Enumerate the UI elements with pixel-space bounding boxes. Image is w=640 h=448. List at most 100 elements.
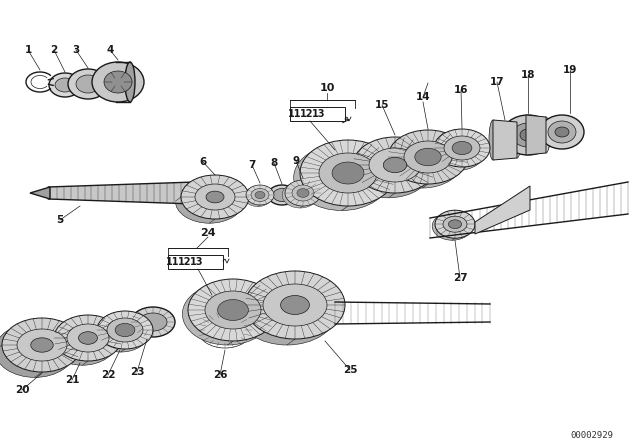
Text: 15: 15 [375,100,389,110]
Ellipse shape [205,291,261,329]
Ellipse shape [443,216,467,232]
Text: 3: 3 [72,45,79,55]
Ellipse shape [125,62,135,102]
Polygon shape [493,120,517,160]
Text: 27: 27 [452,273,467,283]
Ellipse shape [139,313,167,331]
Ellipse shape [107,318,143,342]
Ellipse shape [369,148,421,182]
Ellipse shape [319,153,377,193]
Ellipse shape [388,130,468,184]
Ellipse shape [206,191,224,203]
Ellipse shape [280,296,309,314]
Ellipse shape [188,279,278,341]
Ellipse shape [353,137,437,193]
Ellipse shape [97,311,153,349]
Ellipse shape [115,323,135,336]
Ellipse shape [347,142,431,198]
Text: 1: 1 [24,45,31,55]
Text: 16: 16 [454,85,468,95]
Ellipse shape [245,271,345,339]
Ellipse shape [404,141,452,173]
Ellipse shape [182,283,273,345]
Ellipse shape [49,319,116,365]
Ellipse shape [548,121,576,143]
Ellipse shape [332,162,364,184]
Text: 7: 7 [248,160,256,170]
Text: 13: 13 [190,257,204,267]
Text: 24: 24 [200,228,216,238]
Ellipse shape [513,122,521,158]
Ellipse shape [415,148,441,166]
Text: 22: 22 [100,370,115,380]
Ellipse shape [555,127,569,137]
Ellipse shape [540,115,584,149]
Ellipse shape [181,175,249,219]
Text: 9: 9 [292,156,300,166]
Ellipse shape [383,134,463,188]
Text: 4: 4 [106,45,114,55]
Text: 6: 6 [200,157,207,167]
Ellipse shape [383,157,406,172]
Text: 21: 21 [65,375,79,385]
Ellipse shape [251,189,269,202]
Ellipse shape [336,165,360,181]
Ellipse shape [49,73,81,97]
Ellipse shape [2,318,82,372]
Ellipse shape [131,307,175,337]
Ellipse shape [214,297,252,323]
Ellipse shape [429,133,485,171]
Ellipse shape [255,191,265,198]
Text: 18: 18 [521,70,535,80]
Ellipse shape [54,315,122,361]
Ellipse shape [31,338,53,352]
Ellipse shape [67,324,109,352]
Ellipse shape [55,78,75,92]
Ellipse shape [285,180,321,206]
Text: 23: 23 [130,367,144,377]
Ellipse shape [512,123,544,147]
Ellipse shape [246,185,274,205]
Ellipse shape [292,185,314,201]
Ellipse shape [328,159,368,187]
Ellipse shape [300,140,396,206]
Ellipse shape [294,145,390,211]
Text: 11: 11 [166,257,180,267]
Ellipse shape [273,189,291,202]
Ellipse shape [297,189,309,198]
Text: 13: 13 [312,109,326,119]
Ellipse shape [92,62,144,102]
Polygon shape [475,186,530,234]
Ellipse shape [175,179,243,223]
Ellipse shape [434,129,490,167]
Ellipse shape [489,120,497,160]
Ellipse shape [237,277,337,345]
Ellipse shape [79,332,97,345]
Ellipse shape [17,329,67,361]
Ellipse shape [104,71,132,93]
Text: 2: 2 [51,45,58,55]
Ellipse shape [76,75,100,93]
Text: 5: 5 [56,215,63,225]
Text: 25: 25 [343,365,357,375]
Ellipse shape [520,129,536,141]
Ellipse shape [0,323,75,377]
Polygon shape [30,187,50,199]
Ellipse shape [222,303,244,317]
Text: 11: 11 [288,109,301,119]
Polygon shape [48,182,195,204]
Ellipse shape [452,142,472,155]
Ellipse shape [542,117,550,153]
Ellipse shape [502,115,554,155]
Text: 17: 17 [490,77,504,87]
Ellipse shape [68,69,108,99]
Polygon shape [526,115,546,155]
Ellipse shape [93,314,149,352]
Ellipse shape [449,220,461,228]
Ellipse shape [244,186,272,207]
Text: 14: 14 [416,92,430,102]
Ellipse shape [444,136,480,160]
Text: 10: 10 [319,83,335,93]
FancyBboxPatch shape [290,107,345,121]
Ellipse shape [218,300,248,320]
